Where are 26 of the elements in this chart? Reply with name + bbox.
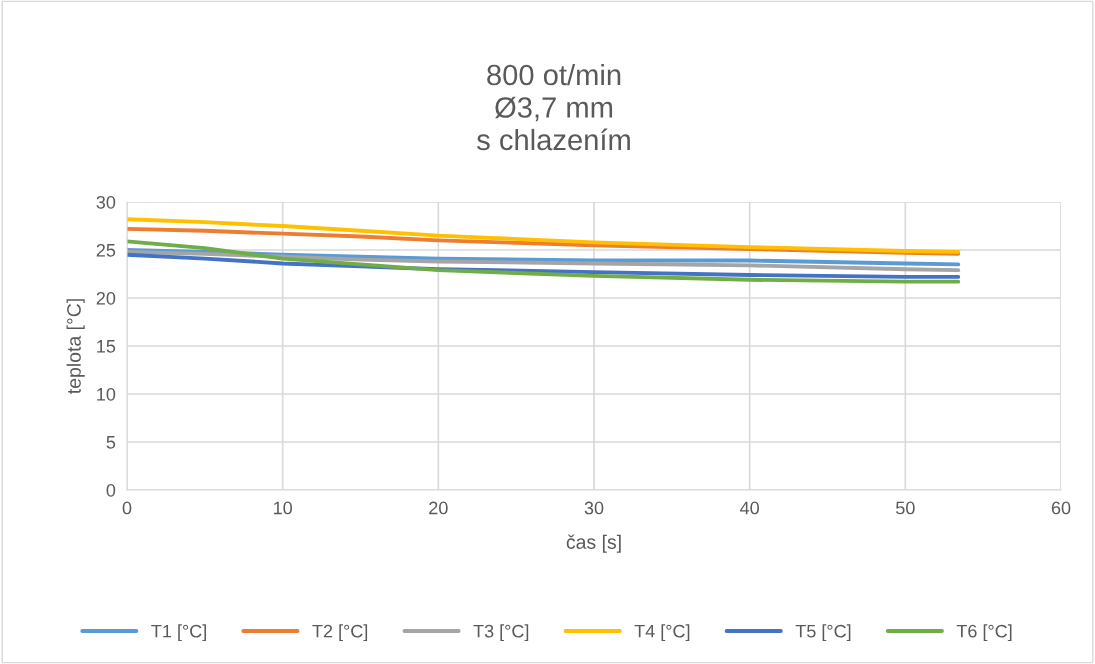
chart-title: 800 ot/min Ø3,7 mm s chlazením xyxy=(477,63,630,151)
x-tick-label: 50 xyxy=(896,501,915,515)
line-series xyxy=(127,239,961,284)
legend-label: T6 [°C] xyxy=(956,624,1012,642)
y-tick-label: 20 xyxy=(96,291,116,305)
x-tick-label: 60 xyxy=(1051,501,1071,515)
line-series xyxy=(127,217,961,254)
legend-label: T3 [°C] xyxy=(473,624,529,642)
x-tick-label: 20 xyxy=(429,501,448,515)
legend-label: T4 [°C] xyxy=(634,624,690,642)
legend-label: T1 [°C] xyxy=(151,624,206,642)
x-axis-title: čas [s] xyxy=(566,534,621,553)
x-tick-label: 30 xyxy=(584,501,604,515)
line-series xyxy=(127,249,961,273)
x-tick-label: 0 xyxy=(122,501,132,515)
y-tick-label: 10 xyxy=(97,387,116,401)
y-tick-label: 0 xyxy=(106,483,116,497)
y-axis-title: teplota [°C] xyxy=(66,299,85,394)
y-tick-label: 25 xyxy=(96,243,116,257)
legend-label: T2 [°C] xyxy=(312,624,368,642)
y-tick-label: 15 xyxy=(97,340,116,353)
legend-label: T5 [°C] xyxy=(795,624,851,642)
x-tick-label: 40 xyxy=(740,501,759,515)
y-tick-label: 30 xyxy=(96,195,116,209)
y-tick-label: 5 xyxy=(106,436,116,449)
x-tick-label: 10 xyxy=(274,501,292,515)
